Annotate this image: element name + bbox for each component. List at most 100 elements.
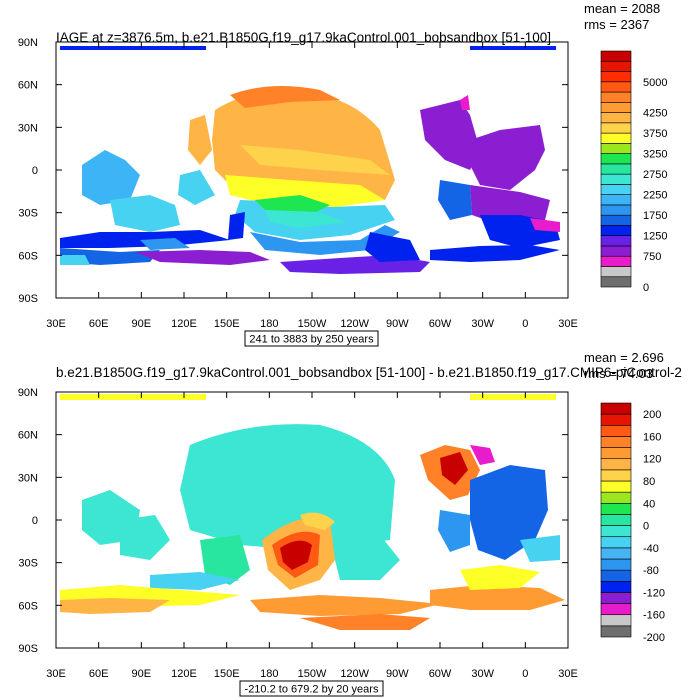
colorbar-swatch: [600, 547, 632, 560]
colorbar-label: 750: [643, 251, 661, 263]
panel-top-range-label: 241 to 3883 by 250 years: [249, 334, 374, 346]
colorbar-label: 1750: [643, 210, 667, 222]
x-tick-label: 150W: [298, 668, 327, 680]
panel-bottom-mean: mean = 2.696: [584, 350, 664, 365]
colorbar-label: 40: [643, 498, 655, 510]
y-tick-label: 0: [32, 165, 38, 177]
colorbar-label: -160: [643, 610, 665, 622]
x-tick-label: 150W: [298, 318, 327, 330]
panel-top-field: [60, 46, 560, 274]
colorbar-label: 0: [643, 521, 649, 533]
panel-bottom: b.e21.B1850G.f19_g17.9kaControl.001_bobs…: [18, 350, 682, 697]
colorbar-label: 80: [643, 476, 655, 488]
panel-bottom-x-axis: 30E 60E 90E 120E 150E 180 150W 120W 90W …: [46, 668, 578, 680]
colorbar-swatch: [600, 163, 632, 175]
colorbar-swatch: [600, 214, 632, 226]
panel-top-y-axis: 90N 60N 30N 0 30S 60S 90S: [18, 37, 38, 305]
y-tick-label: 60N: [18, 430, 38, 442]
x-tick-label: 120W: [340, 668, 369, 680]
colorbar-swatch: [600, 173, 632, 185]
y-tick-label: 60N: [18, 80, 38, 92]
panel-top-colorbar: 0 750 1250 1750 2250 2750 3250 3750 4250 5000: [600, 50, 667, 294]
colorbar-label: 3750: [643, 128, 667, 140]
x-tick-label: 60W: [429, 668, 452, 680]
colorbar-swatch: [600, 276, 632, 288]
colorbar-swatch: [600, 402, 632, 415]
colorbar-swatch: [600, 204, 632, 216]
colorbar-swatch: [600, 102, 632, 113]
colorbar-swatch: [600, 112, 632, 124]
colorbar-swatch: [600, 592, 632, 604]
y-tick-label: 30N: [18, 472, 38, 484]
x-tick-label: 30E: [46, 318, 66, 330]
colorbar-swatch: [600, 491, 632, 504]
y-tick-label: 30N: [18, 122, 38, 134]
x-tick-label: 0: [522, 318, 528, 330]
x-tick-label: 90W: [386, 318, 409, 330]
panel-top: IAGE at z=3876.5m, b.e21.B1850G.f19_g17.…: [18, 1, 667, 347]
y-tick-label: 90S: [18, 643, 38, 655]
colorbar-swatch: [600, 122, 632, 134]
colorbar-swatch: [600, 480, 632, 493]
colorbar-swatch: [600, 458, 632, 471]
x-tick-label: 180: [260, 318, 278, 330]
y-tick-label: 0: [32, 515, 38, 527]
colorbar-label: 2750: [643, 169, 667, 181]
x-tick-label: 30W: [471, 668, 494, 680]
colorbar-label: 1250: [643, 231, 667, 243]
colorbar-swatch: [600, 245, 632, 257]
colorbar-swatch: [600, 235, 632, 247]
y-tick-label: 60S: [18, 250, 38, 262]
colorbar-swatch: [600, 71, 632, 83]
colorbar-label: -120: [643, 587, 665, 599]
colorbar-swatch: [600, 502, 632, 515]
colorbar-swatch: [600, 81, 632, 93]
colorbar-swatch: [600, 469, 632, 482]
colorbar-swatch: [600, 525, 632, 538]
colorbar-swatch: [600, 569, 632, 582]
x-tick-label: 150E: [214, 318, 240, 330]
x-tick-label: 60E: [89, 668, 109, 680]
x-tick-label: 120W: [340, 318, 369, 330]
y-tick-label: 30S: [18, 208, 38, 220]
panel-top-x-axis: 30E 60E 90E 120E 150E 180 150W 120W 90W …: [46, 318, 578, 330]
colorbar-swatch: [600, 225, 632, 236]
colorbar-swatch: [600, 536, 632, 549]
colorbar-swatch: [600, 50, 632, 62]
panel-bottom-ticks: [55, 391, 569, 649]
colorbar-swatch: [600, 255, 632, 267]
colorbar-swatch: [600, 514, 632, 526]
colorbar-swatch: [600, 153, 632, 165]
colorbar-swatch: [600, 91, 632, 103]
colorbar-label: 5000: [643, 77, 667, 89]
colorbar-label: -40: [643, 543, 659, 555]
colorbar-swatch: [600, 184, 632, 195]
x-tick-label: 90E: [132, 318, 152, 330]
x-tick-label: 120E: [171, 668, 197, 680]
x-tick-label: 180: [260, 668, 278, 680]
y-tick-label: 90N: [18, 387, 38, 399]
panel-bottom-range-box: [239, 680, 384, 697]
colorbar-swatch: [600, 625, 632, 638]
panel-top-rms: rms = 2367: [584, 17, 649, 32]
x-tick-label: 30E: [46, 668, 66, 680]
colorbar-swatch: [600, 580, 632, 593]
x-tick-label: 0: [522, 668, 528, 680]
colorbar-swatch: [600, 266, 632, 278]
x-tick-label: 30E: [558, 668, 578, 680]
colorbar-swatch: [600, 194, 632, 206]
x-tick-label: 60E: [89, 318, 109, 330]
colorbar-label: -200: [643, 632, 665, 644]
y-tick-label: 30S: [18, 558, 38, 570]
colorbar-label: 200: [643, 409, 661, 421]
panel-bottom-rms: rms = 74.03: [584, 366, 653, 381]
x-tick-label: 150E: [214, 668, 240, 680]
y-tick-label: 90N: [18, 37, 38, 49]
x-tick-label: 90E: [132, 668, 152, 680]
colorbar-swatch: [600, 614, 632, 627]
panel-bottom-range-label: -210.2 to 679.2 by 20 years: [245, 684, 379, 696]
colorbar-swatch: [600, 60, 632, 72]
colorbar-label: 4250: [643, 108, 667, 120]
colorbar-swatch: [600, 436, 632, 448]
